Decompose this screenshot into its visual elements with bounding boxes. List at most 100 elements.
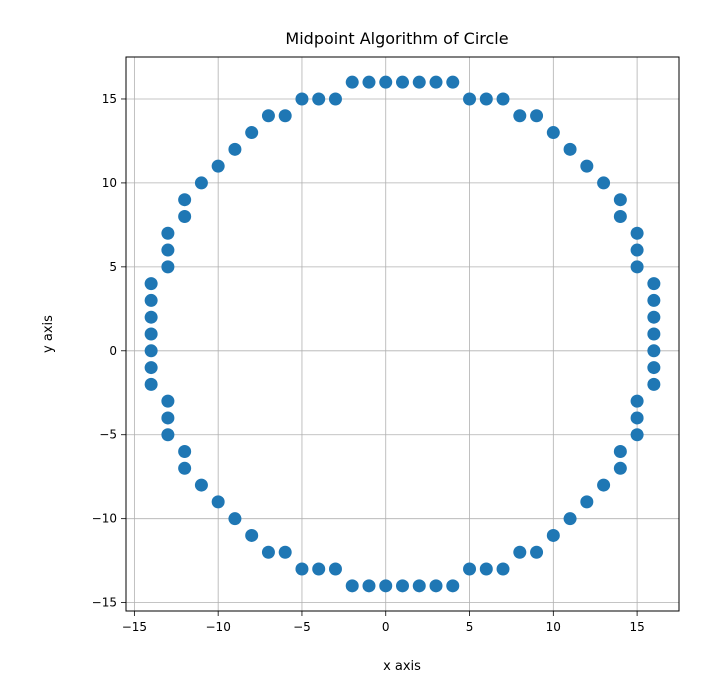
data-point: [211, 495, 225, 509]
chart-title: Midpoint Algorithm of Circle: [285, 29, 508, 48]
data-point: [312, 562, 326, 576]
y-tick-label: 15: [102, 92, 117, 106]
data-point: [379, 579, 393, 593]
data-point: [613, 209, 627, 223]
data-point: [245, 528, 259, 542]
data-point: [530, 545, 544, 559]
data-point: [161, 411, 175, 425]
y-tick-label: 0: [109, 344, 117, 358]
grid-lines: [126, 57, 679, 611]
data-point: [161, 394, 175, 408]
data-point: [613, 193, 627, 207]
data-point: [178, 461, 192, 475]
data-point: [345, 75, 359, 89]
data-point: [479, 92, 493, 106]
data-point: [228, 512, 242, 526]
data-point: [144, 293, 158, 307]
data-point: [513, 109, 527, 123]
data-point: [144, 277, 158, 291]
data-point: [161, 226, 175, 240]
data-point: [194, 478, 208, 492]
data-point: [647, 327, 661, 341]
data-point: [362, 579, 376, 593]
x-tick-label: 0: [382, 620, 390, 634]
data-point: [647, 361, 661, 375]
data-point: [178, 193, 192, 207]
data-point: [228, 142, 242, 156]
data-point: [345, 579, 359, 593]
data-point: [211, 159, 225, 173]
data-point: [412, 75, 426, 89]
x-axis-label: x axis: [383, 659, 421, 674]
x-tick-label: 15: [629, 620, 644, 634]
data-point: [597, 478, 611, 492]
x-tick-label: 5: [466, 620, 474, 634]
plot-frame: [125, 56, 680, 612]
data-point: [295, 92, 309, 106]
data-point: [530, 109, 544, 123]
data-point: [463, 562, 477, 576]
y-tick-label: −5: [99, 428, 117, 442]
data-point: [144, 327, 158, 341]
data-point: [245, 126, 259, 140]
data-point: [429, 579, 443, 593]
data-point: [613, 461, 627, 475]
data-point: [647, 293, 661, 307]
x-tick-label: −15: [122, 620, 147, 634]
data-point: [630, 394, 644, 408]
data-point: [261, 545, 275, 559]
data-point: [546, 528, 560, 542]
data-point: [513, 545, 527, 559]
data-point: [613, 445, 627, 459]
data-point: [580, 159, 594, 173]
y-tick-label: 5: [109, 260, 117, 274]
data-point: [563, 142, 577, 156]
data-point: [178, 209, 192, 223]
data-point: [647, 344, 661, 358]
data-point: [362, 75, 376, 89]
data-point: [630, 260, 644, 274]
y-tick-label: −10: [92, 512, 117, 526]
data-point: [178, 445, 192, 459]
data-point: [328, 92, 342, 106]
data-point: [295, 562, 309, 576]
data-point: [446, 579, 460, 593]
y-axis-label: y axis: [41, 315, 56, 353]
data-point: [396, 579, 409, 593]
data-point: [446, 75, 460, 89]
data-point: [379, 75, 393, 89]
x-tick-label: −5: [293, 620, 311, 634]
data-point: [144, 361, 158, 375]
x-axis-ticks: −15 −10 −5 0 5 10 15: [122, 611, 645, 634]
data-point: [144, 310, 158, 324]
data-point: [278, 545, 292, 559]
data-point: [396, 75, 409, 89]
data-point: [546, 126, 560, 140]
data-points: [144, 75, 661, 593]
y-axis-ticks: −15 −10 −5 0 5 10 15: [92, 92, 126, 610]
data-point: [261, 109, 275, 123]
data-point: [161, 243, 175, 257]
data-point: [479, 562, 493, 576]
data-point: [278, 109, 292, 123]
data-point: [144, 344, 158, 358]
data-point: [496, 92, 510, 106]
data-point: [630, 243, 644, 257]
data-point: [328, 562, 342, 576]
x-tick-label: 10: [546, 620, 561, 634]
data-point: [429, 75, 443, 89]
data-point: [597, 176, 611, 190]
data-point: [630, 411, 644, 425]
data-point: [647, 310, 661, 324]
data-point: [580, 495, 594, 509]
data-point: [630, 428, 644, 442]
data-point: [194, 176, 208, 190]
data-point: [312, 92, 326, 106]
data-point: [563, 512, 577, 526]
data-point: [161, 428, 175, 442]
data-point: [463, 92, 477, 106]
data-point: [161, 260, 175, 274]
y-tick-label: 10: [102, 176, 117, 190]
data-point: [630, 226, 644, 240]
